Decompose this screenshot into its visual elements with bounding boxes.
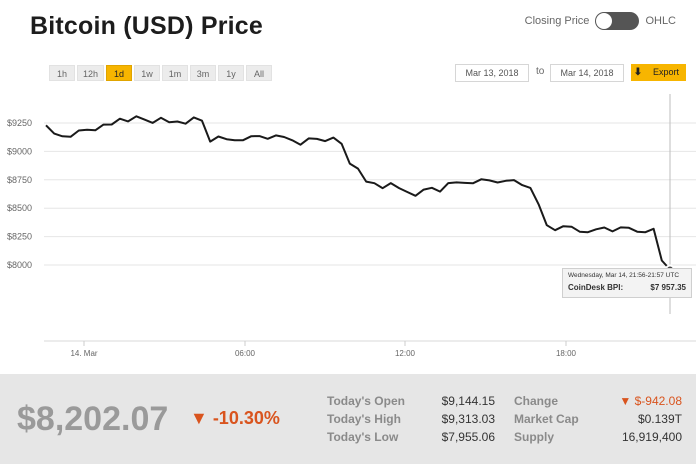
stats-left: Today's Open $9,144.15 Today's High $9,313…: [327, 392, 495, 446]
y-tick-label: $9000: [7, 146, 32, 156]
download-arrow-icon: ⬇: [633, 67, 643, 78]
y-tick-label: $8000: [7, 260, 32, 270]
chart-x-ticks: 14. Mar 06:00 12:00 18:00: [70, 341, 577, 358]
price-summary-footer: $8,202.07 ▼ -10.30% Today's Open $9,144.1…: [0, 374, 696, 464]
range-button-all[interactable]: All: [246, 65, 273, 81]
y-tick-label: $8500: [7, 203, 32, 213]
stat-label-change: Change: [514, 394, 559, 408]
toggle-knob[interactable]: [596, 13, 613, 29]
range-button-1h[interactable]: 1h: [49, 65, 75, 81]
current-price: $8,202.07: [17, 400, 169, 438]
range-button-1w[interactable]: 1w: [134, 65, 161, 81]
change-percent: ▼ -10.30%: [190, 408, 280, 428]
stat-value-low: $7,955.06: [441, 430, 495, 444]
tooltip-label: CoinDesk BPI:: [568, 283, 624, 292]
price-mode-toggle[interactable]: [595, 12, 640, 30]
tooltip-timestamp: Wednesday, Mar 14, 21:56-21:57 UTC: [568, 272, 680, 279]
stat-label-high: Today's High: [327, 412, 401, 426]
stat-row: Today's Low $7,955.06: [327, 428, 495, 446]
price-mode-toggle-group: Closing Price OHLC: [519, 12, 682, 30]
y-tick-label: $8250: [7, 232, 32, 242]
stat-row: Today's High $9,313.03: [327, 410, 495, 428]
date-to-label: to: [536, 66, 545, 77]
stat-row: Today's Open $9,144.15: [327, 392, 495, 410]
stat-label-low: Today's Low: [327, 430, 399, 444]
tooltip-value: $7 957.35: [650, 283, 686, 292]
stats-right: Change ▼ $-942.08 Market Cap $0.139T Suppl…: [514, 392, 682, 446]
price-chart[interactable]: $9250 $9000 $8750 $8500 $8250 $8000 14. Mar 06…: [0, 84, 696, 374]
export-button[interactable]: ⬇ Export: [631, 64, 686, 81]
stat-row: Supply 16,919,400: [514, 428, 682, 446]
price-series-line: [45, 115, 671, 271]
closing-price-label: Closing Price: [524, 15, 590, 27]
stat-label-market-cap: Market Cap: [514, 412, 579, 426]
stat-row: Market Cap $0.139T: [514, 410, 682, 428]
range-button-12h[interactable]: 12h: [77, 65, 105, 81]
stat-value-change: ▼ $-942.08: [619, 394, 682, 408]
range-button-1m[interactable]: 1m: [162, 65, 189, 81]
range-button-1y[interactable]: 1y: [218, 65, 245, 81]
x-tick-label: 18:00: [556, 349, 577, 358]
date-from-input[interactable]: Mar 13, 2018: [455, 64, 529, 82]
range-selector: 1h 12h 1d 1w 1m 3m 1y All: [49, 65, 273, 81]
stat-label-supply: Supply: [514, 430, 555, 444]
y-tick-label: $9250: [7, 118, 32, 128]
stat-value-market-cap: $0.139T: [637, 412, 682, 426]
chart-tooltip: Wednesday, Mar 14, 21:56-21:57 UTC CoinD…: [562, 268, 692, 298]
stat-row: Change ▼ $-942.08: [514, 392, 682, 410]
chart-y-ticks: $9250 $9000 $8750 $8500 $8250 $8000: [7, 118, 32, 270]
x-tick-label: 12:00: [395, 349, 416, 358]
stat-value-open: $9,144.15: [441, 394, 495, 408]
stat-value-supply: 16,919,400: [621, 430, 682, 444]
date-to-input[interactable]: Mar 14, 2018: [550, 64, 624, 82]
chart-grid: [44, 122, 696, 342]
y-tick-label: $8750: [7, 175, 32, 185]
x-tick-label: 06:00: [235, 349, 256, 358]
x-tick-label: 14. Mar: [70, 349, 97, 358]
ohlc-label: OHLC: [645, 15, 676, 27]
stat-label-open: Today's Open: [327, 394, 405, 408]
range-button-3m[interactable]: 3m: [190, 65, 217, 81]
page-title: Bitcoin (USD) Price: [30, 12, 263, 40]
stat-value-high: $9,313.03: [441, 412, 495, 426]
range-button-1d[interactable]: 1d: [106, 65, 133, 81]
export-label: Export: [653, 67, 680, 77]
